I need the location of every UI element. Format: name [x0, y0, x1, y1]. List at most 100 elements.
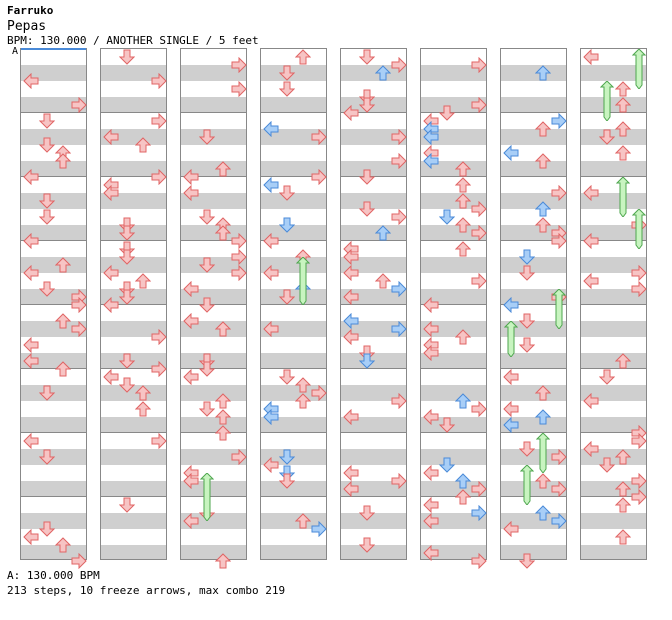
arrow-down-icon [439, 105, 455, 121]
arrow-up-icon [375, 273, 391, 289]
arrow-down-icon [599, 129, 615, 145]
arrow-up-icon [295, 49, 311, 65]
arrow-right-icon [471, 401, 487, 417]
arrow-down-icon [119, 49, 135, 65]
arrow-right-icon [471, 481, 487, 497]
arrow-down-icon [39, 385, 55, 401]
footer-bpm: A: 130.000 BPM [7, 569, 100, 582]
measure-line [261, 304, 326, 305]
arrow-up-icon [295, 377, 311, 393]
freeze-arrow-icon [200, 473, 214, 521]
arrow-down-icon [199, 401, 215, 417]
arrow-left-icon [23, 529, 39, 545]
measure-line [261, 368, 326, 369]
arrow-left-icon [423, 409, 439, 425]
arrow-down-icon [119, 497, 135, 513]
arrow-up-icon [615, 529, 631, 545]
arrow-left-icon [583, 233, 599, 249]
arrow-right-icon [391, 129, 407, 145]
arrow-down-icon [359, 537, 375, 553]
arrow-left-icon [343, 105, 359, 121]
arrow-left-icon [423, 345, 439, 361]
arrow-right-icon [151, 73, 167, 89]
measure-line [501, 368, 566, 369]
arrow-right-icon [391, 153, 407, 169]
arrow-right-icon [471, 273, 487, 289]
arrow-right-icon [551, 481, 567, 497]
measure-line [581, 496, 646, 497]
chart-column-7 [500, 48, 567, 569]
arrow-down-icon [519, 441, 535, 457]
arrow-up-icon [215, 409, 231, 425]
arrow-up-icon [615, 353, 631, 369]
arrow-right-icon [631, 281, 647, 297]
arrow-right-icon [471, 505, 487, 521]
arrow-right-icon [631, 473, 647, 489]
arrow-right-icon [231, 449, 247, 465]
chart-column-6 [420, 48, 487, 569]
arrow-left-icon [23, 353, 39, 369]
arrow-left-icon [183, 185, 199, 201]
arrow-down-icon [199, 209, 215, 225]
arrow-left-icon [423, 321, 439, 337]
arrow-right-icon [71, 297, 87, 313]
arrow-left-icon [263, 233, 279, 249]
arrow-right-icon [391, 281, 407, 297]
arrow-up-icon [455, 473, 471, 489]
song-artist: Farruko [7, 4, 54, 17]
measure-line [21, 432, 86, 433]
measure-line [261, 496, 326, 497]
arrow-down-icon [279, 473, 295, 489]
measure-line [581, 112, 646, 113]
arrow-left-icon [23, 433, 39, 449]
arrow-up-icon [615, 497, 631, 513]
measure-line [181, 112, 246, 113]
arrow-right-icon [311, 129, 327, 145]
arrow-left-icon [583, 273, 599, 289]
arrow-up-icon [55, 537, 71, 553]
arrow-left-icon [263, 177, 279, 193]
arrow-left-icon [503, 521, 519, 537]
arrow-left-icon [423, 465, 439, 481]
arrow-left-icon [423, 513, 439, 529]
chart-column-5 [340, 48, 407, 560]
footer-stats: 213 steps, 10 freeze arrows, max combo 2… [7, 584, 286, 597]
arrow-left-icon [423, 129, 439, 145]
arrow-down-icon [519, 249, 535, 265]
measure-line [181, 240, 246, 241]
measure-line [341, 304, 406, 305]
arrow-up-icon [215, 161, 231, 177]
arrow-down-icon [519, 553, 535, 569]
measure-line [341, 112, 406, 113]
chart-column-3 [180, 48, 247, 569]
arrow-left-icon [23, 233, 39, 249]
measure-line [421, 176, 486, 177]
arrow-right-icon [71, 97, 87, 113]
measure-line [581, 432, 646, 433]
arrow-down-icon [439, 457, 455, 473]
measure-line [181, 432, 246, 433]
chart-column-1 [20, 48, 87, 569]
arrow-left-icon [103, 185, 119, 201]
arrow-down-icon [279, 81, 295, 97]
arrow-up-icon [455, 217, 471, 233]
measure-line [101, 496, 166, 497]
arrow-down-icon [39, 449, 55, 465]
arrow-right-icon [231, 233, 247, 249]
arrow-right-icon [471, 97, 487, 113]
measure-line [101, 176, 166, 177]
measure-line [261, 432, 326, 433]
arrow-up-icon [295, 513, 311, 529]
arrow-down-icon [599, 369, 615, 385]
arrow-up-icon [55, 313, 71, 329]
arrow-right-icon [231, 265, 247, 281]
arrow-up-icon [455, 489, 471, 505]
arrow-down-icon [279, 65, 295, 81]
arrow-left-icon [343, 265, 359, 281]
measure-line [421, 240, 486, 241]
arrow-right-icon [311, 385, 327, 401]
freeze-arrow-icon [504, 321, 518, 357]
arrow-right-icon [231, 249, 247, 265]
arrow-right-icon [471, 57, 487, 73]
measure-line [421, 304, 486, 305]
